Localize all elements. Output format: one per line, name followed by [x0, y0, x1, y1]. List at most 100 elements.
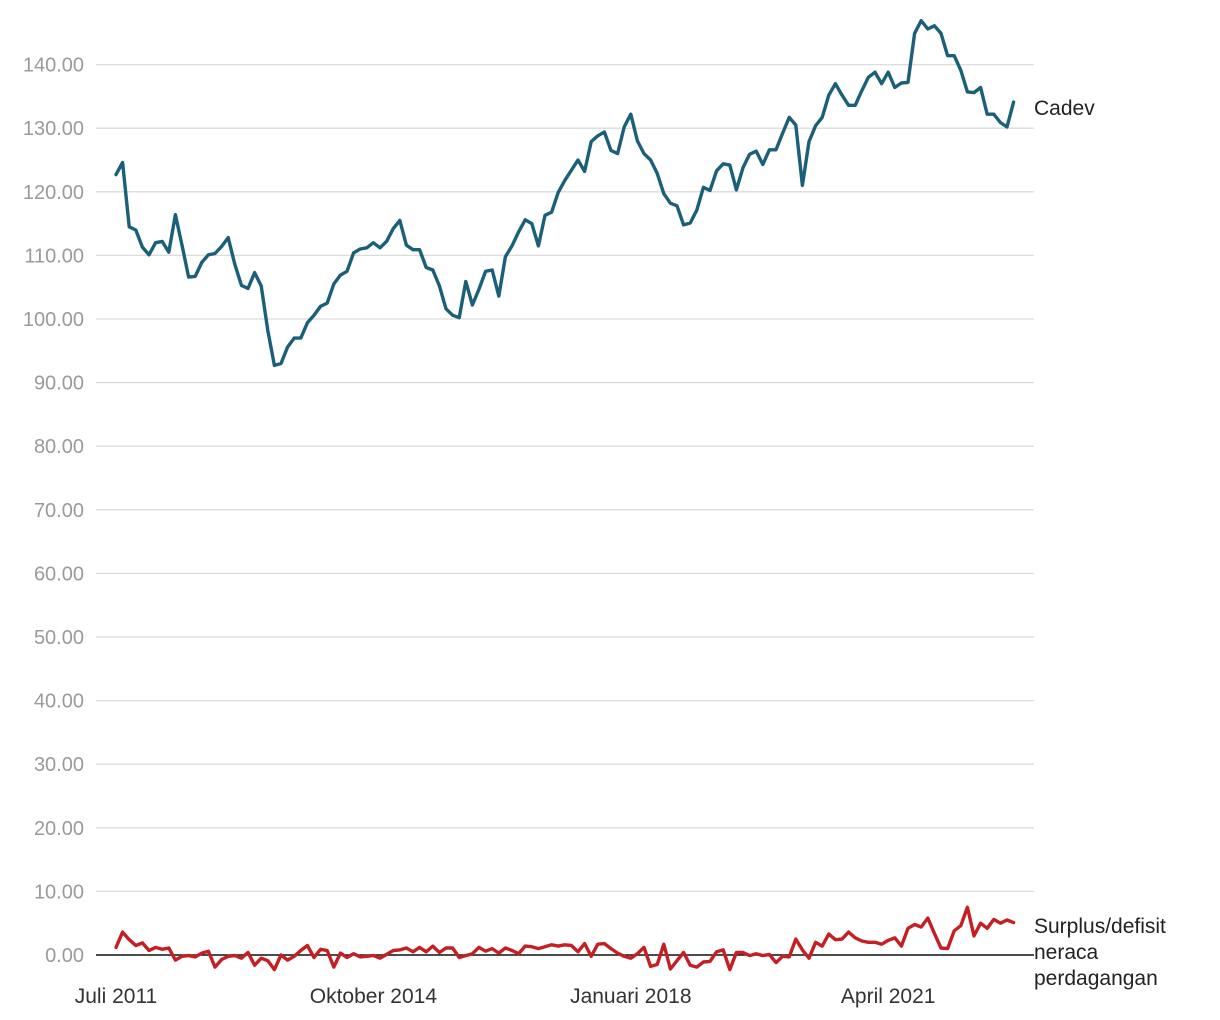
- data-point-cadev: [200, 261, 203, 264]
- data-point-cadev: [708, 189, 712, 192]
- data-point-neraca: [623, 955, 626, 958]
- data-point-neraca: [147, 949, 151, 952]
- data-point-neraca: [794, 937, 797, 941]
- data-point-cadev: [134, 228, 137, 232]
- data-point-neraca: [253, 964, 256, 967]
- data-point-cadev: [504, 255, 507, 258]
- data-point-cadev: [444, 307, 448, 310]
- y-tick-label: 120.00: [23, 182, 84, 204]
- data-point-cadev: [840, 93, 844, 97]
- x-tick-label: Juli 2011: [75, 985, 158, 1008]
- data-point-cadev: [880, 82, 883, 85]
- data-point-cadev: [167, 251, 170, 254]
- y-tick-label: 130.00: [23, 118, 84, 140]
- data-point-cadev: [418, 248, 421, 251]
- data-point-cadev: [537, 244, 540, 248]
- data-point-neraca: [286, 958, 289, 962]
- y-tick-label: 40.00: [34, 691, 84, 713]
- data-point-neraca: [504, 946, 507, 950]
- data-point-cadev: [906, 81, 910, 84]
- data-point-cadev: [471, 303, 474, 307]
- data-point-neraca: [629, 957, 632, 960]
- data-point-neraca: [669, 967, 672, 971]
- data-point-neraca: [821, 944, 824, 948]
- data-point-cadev: [227, 236, 230, 239]
- y-tick-label: 140.00: [23, 55, 84, 77]
- data-point-cadev: [662, 192, 665, 195]
- data-point-cadev: [187, 275, 190, 279]
- data-point-neraca: [425, 950, 428, 953]
- data-point-neraca: [596, 943, 599, 946]
- data-point-cadev: [847, 104, 850, 107]
- data-point-neraca: [827, 932, 830, 936]
- data-point-cadev: [623, 125, 626, 129]
- data-point-cadev: [893, 86, 896, 89]
- data-point-cadev: [477, 287, 481, 291]
- data-point-neraca: [959, 924, 962, 927]
- data-point-cadev: [306, 321, 309, 324]
- data-point-neraca: [689, 964, 692, 967]
- series-label-cadev: Cadev: [1034, 97, 1095, 120]
- data-point-cadev: [722, 162, 725, 165]
- data-point-neraca: [134, 944, 137, 947]
- y-tick-label: 110.00: [24, 245, 84, 267]
- data-point-cadev: [801, 184, 804, 187]
- data-point-cadev: [768, 148, 771, 151]
- data-point-neraca: [847, 930, 850, 934]
- data-point-neraca: [385, 953, 388, 956]
- data-point-cadev: [557, 191, 560, 194]
- data-point-cadev: [926, 27, 929, 31]
- data-point-cadev: [1005, 125, 1009, 129]
- data-point-cadev: [669, 202, 672, 205]
- y-tick-label: 90.00: [34, 373, 84, 395]
- data-point-neraca: [781, 955, 784, 958]
- data-point-cadev: [378, 246, 382, 249]
- data-point-neraca: [642, 946, 646, 949]
- data-point-neraca: [451, 946, 454, 950]
- data-point-neraca: [471, 952, 474, 955]
- data-point-neraca: [953, 929, 956, 932]
- data-point-cadev: [887, 71, 890, 74]
- data-point-neraca: [491, 947, 494, 950]
- series-label-neraca: Surplus/defisit neraca perdagangan: [1034, 915, 1172, 990]
- data-point-neraca: [609, 947, 613, 950]
- y-tick-label: 10.00: [34, 881, 84, 903]
- data-point-cadev: [979, 86, 982, 89]
- data-point-neraca: [141, 941, 144, 945]
- data-point-neraca: [926, 916, 929, 920]
- data-point-neraca: [887, 939, 890, 942]
- data-point-cadev: [774, 148, 778, 151]
- data-point-neraca: [194, 955, 197, 959]
- data-point-neraca: [550, 943, 553, 946]
- data-point-neraca: [807, 957, 811, 960]
- data-point-neraca: [755, 952, 758, 955]
- data-point-cadev: [293, 336, 296, 340]
- data-point-cadev: [827, 93, 830, 97]
- data-point-cadev: [834, 82, 837, 85]
- data-point-neraca: [906, 927, 910, 930]
- data-point-cadev: [603, 130, 606, 134]
- data-point-neraca: [768, 953, 771, 956]
- data-point-cadev: [913, 32, 916, 35]
- data-point-neraca: [167, 946, 170, 950]
- data-point-neraca: [939, 946, 943, 950]
- data-point-cadev: [405, 244, 408, 247]
- data-point-neraca: [458, 956, 461, 959]
- data-point-neraca: [913, 923, 916, 926]
- data-point-neraca: [860, 939, 863, 943]
- data-point-cadev: [114, 173, 118, 176]
- data-point-neraca: [517, 952, 520, 955]
- data-point-neraca: [715, 950, 718, 953]
- data-point-neraca: [543, 945, 547, 948]
- data-point-neraca: [319, 948, 322, 951]
- data-point-neraca: [484, 950, 487, 953]
- data-point-neraca: [431, 944, 434, 948]
- data-point-cadev: [946, 54, 949, 57]
- data-point-neraca: [933, 932, 936, 935]
- data-point-cadev: [920, 19, 923, 22]
- series-lines: [114, 19, 1016, 972]
- data-point-cadev: [992, 113, 995, 116]
- data-point-neraca: [121, 930, 124, 934]
- data-point-neraca: [537, 947, 540, 950]
- data-point-neraca: [180, 955, 184, 958]
